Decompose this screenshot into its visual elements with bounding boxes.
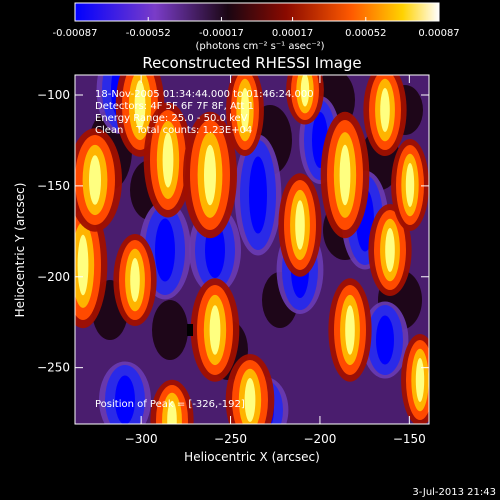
colorbar-tick-label: 0.00052 bbox=[345, 28, 386, 39]
y-tick-label: −200 bbox=[37, 270, 70, 284]
x-tick-label: −150 bbox=[393, 432, 426, 446]
timestamp: 3-Jul-2013 21:43 bbox=[412, 487, 496, 498]
y-tick-label: −250 bbox=[37, 361, 70, 375]
peak-marker bbox=[187, 324, 193, 336]
x-tick-label: −250 bbox=[214, 432, 247, 446]
y-tick-label: −100 bbox=[37, 88, 70, 102]
annotation-time-range: 18-Nov-2005 01:34:44.000 to 01:46:24.000 bbox=[95, 89, 314, 100]
annotation-detectors: Detectors: 4F 5F 6F 7F 8F, Att 1 bbox=[95, 101, 254, 112]
y-tick-label: −150 bbox=[37, 179, 70, 193]
peak-position-label: Position of Peak = [-326,-192] bbox=[95, 399, 245, 410]
x-axis-label: Heliocentric X (arcsec) bbox=[184, 450, 320, 464]
colorbar-tick-label: 0.00087 bbox=[418, 28, 459, 39]
axis-ticks: −300 −250 −200 −150 −100 −150 −200 −250 bbox=[37, 75, 429, 446]
annotation-clean-counts: Clean Total counts: 1.23E+04 bbox=[95, 125, 252, 136]
colorbar-unit-label: (photons cm⁻² s⁻¹ asec⁻²) bbox=[195, 41, 324, 52]
y-axis-label: Heliocentric Y (arcsec) bbox=[13, 183, 27, 318]
plot-frame bbox=[74, 74, 430, 425]
colorbar-ticks: -0.00087 -0.00052 -0.00017 0.00017 0.00052 0.… bbox=[53, 17, 460, 39]
colorbar-tick-label: -0.00087 bbox=[53, 28, 98, 39]
colorbar bbox=[74, 2, 440, 22]
colorbar-tick-label: -0.00052 bbox=[126, 28, 171, 39]
x-tick-label: −300 bbox=[125, 432, 158, 446]
colorbar-tick-label: -0.00017 bbox=[199, 28, 244, 39]
chart-title: Reconstructed RHESSI Image bbox=[142, 54, 361, 72]
annotation-energy-range: Energy Range: 25.0 - 50.0 keV bbox=[95, 113, 248, 124]
colorbar-tick-label: 0.00017 bbox=[272, 28, 313, 39]
heatmap-image bbox=[75, 75, 429, 424]
x-tick-label: −200 bbox=[303, 432, 336, 446]
